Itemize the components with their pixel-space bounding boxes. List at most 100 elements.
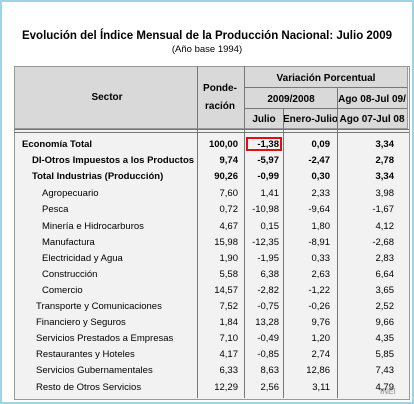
cell-value: 4,17	[219, 349, 239, 361]
cell-value: 2,74	[311, 349, 331, 361]
cell-value: -1,95	[257, 252, 279, 264]
cell-value: -9,64	[308, 204, 330, 216]
cell-value: 4,79	[375, 381, 395, 393]
col-weight: ración	[204, 101, 235, 112]
cell-value: 6,38	[260, 268, 280, 280]
cell-value: 1,84	[219, 317, 239, 329]
sector-name: Comercio	[42, 284, 83, 296]
cell-value: -0,75	[257, 301, 279, 312]
cell-value: -1,67	[372, 204, 394, 216]
sector-name: Total Industrias (Producción)	[32, 171, 164, 183]
cell-value: 1,80	[311, 220, 331, 232]
rule	[14, 132, 409, 133]
cell-value: 0,15	[260, 220, 280, 232]
cell-value: 9,76	[311, 317, 331, 329]
cell-value: 12,86	[306, 365, 330, 377]
cell-value: 2,56	[260, 381, 280, 393]
sector-name: Minería e Hidrocarburos	[42, 220, 144, 232]
title: Evolución del Índice Mensual de la Produ…	[21, 30, 392, 42]
cell-value: 3,34	[375, 171, 395, 183]
cell-value: 3,34	[375, 139, 395, 150]
cell-value: 14,57	[214, 284, 238, 296]
cell-value: 3,11	[312, 381, 330, 393]
cell-value: 2,33	[311, 188, 331, 200]
cell-value: -1,22	[308, 284, 330, 296]
sector-name: Servicios Prestados a Empresas	[36, 333, 174, 345]
cell-value: 9,74	[219, 155, 239, 167]
sector-name: Resto de Otros Servicios	[36, 381, 142, 393]
rule	[245, 108, 407, 109]
cell-value: 3,65	[375, 284, 395, 296]
sector-name: Manufactura	[42, 236, 95, 248]
cell-value: -8,91	[308, 236, 330, 248]
rule	[283, 108, 284, 398]
cell-value: 1,41	[260, 188, 280, 200]
col-variation: Variación Porcentual	[276, 73, 376, 84]
cell-value: 3,98	[375, 188, 395, 200]
cell-value: 7,52	[219, 301, 239, 312]
cell-value: 5,85	[375, 349, 395, 361]
cell-value: 2,83	[375, 252, 395, 264]
sector-name: Pesca	[42, 204, 69, 216]
cell-value: -2,47	[308, 155, 330, 167]
cell-value: 8,63	[260, 365, 280, 377]
col-sector: Sector	[91, 92, 123, 103]
cell-value: 6,33	[219, 365, 239, 377]
cell-value: 6,64	[375, 268, 395, 280]
sector-name: DI-Otros Impuestos a los Productos	[32, 155, 195, 167]
cell-value: 7,43	[375, 365, 395, 377]
subtitle: (Año base 1994)	[171, 44, 243, 55]
table-header	[14, 66, 408, 129]
cell-value: -0,26	[308, 301, 330, 312]
sector-name: Electricidad y Agua	[42, 252, 123, 264]
cell-value: -0,49	[257, 333, 279, 345]
rule	[14, 129, 409, 130]
col-weight: Ponde-	[203, 83, 237, 94]
cell-value: 13,28	[255, 317, 279, 329]
cell-value: -0,85	[257, 349, 279, 361]
cell-value: 2,78	[375, 155, 395, 167]
cell-value: 9,66	[375, 317, 395, 329]
cell-value: 90,26	[214, 171, 238, 183]
cell-value: 100,00	[208, 139, 238, 150]
sector-name: Financiero y Seguros	[36, 317, 126, 329]
col-month: Julio	[252, 114, 276, 125]
cell-value: 5,58	[219, 268, 239, 280]
rule	[244, 66, 245, 398]
cell-value: 1,20	[311, 333, 331, 345]
cell-value: -5,97	[257, 155, 279, 167]
rule	[197, 66, 198, 398]
watermark: INEI	[380, 387, 396, 396]
cell-value: -1,38	[257, 139, 279, 150]
cell-value: 7,10	[219, 333, 239, 345]
col-period: Ago 08-Jul 09/	[338, 94, 406, 105]
cell-value: -10,98	[252, 204, 279, 216]
cell-value: -2,82	[257, 284, 279, 296]
cell-value: 12,29	[214, 381, 238, 393]
cell-value: 4,35	[375, 333, 395, 345]
cell-value: 0,33	[311, 252, 331, 264]
cell-value: 0,09	[311, 139, 331, 150]
cell-value: 1,90	[219, 252, 239, 264]
cell-value: 2,63	[311, 268, 331, 280]
cell-value: 15,98	[214, 236, 238, 248]
cell-value: 4,12	[375, 220, 395, 232]
sector-name: Agropecuario	[42, 188, 99, 200]
col-period: Ago 07-Jul 08	[339, 114, 405, 125]
cell-value: 0,30	[311, 171, 331, 183]
rule	[245, 87, 407, 88]
cell-value: 0,72	[219, 204, 239, 216]
rule	[337, 87, 338, 398]
sector-name: Servicios Gubernamentales	[36, 365, 153, 377]
cell-value: -0,99	[257, 171, 279, 183]
cell-value: -12,35	[252, 236, 279, 248]
sector-name: Restaurantes y Hoteles	[36, 349, 135, 361]
sector-name: Economía Total	[22, 139, 93, 150]
cell-value: -2,68	[372, 236, 394, 248]
sector-name: Transporte y Comunicaciones	[36, 301, 162, 312]
cell-value: 2,52	[375, 301, 395, 312]
cell-value: 7,60	[219, 188, 239, 200]
col-ytd: Enero-Julio	[283, 114, 339, 125]
sector-name: Construcción	[42, 268, 98, 280]
